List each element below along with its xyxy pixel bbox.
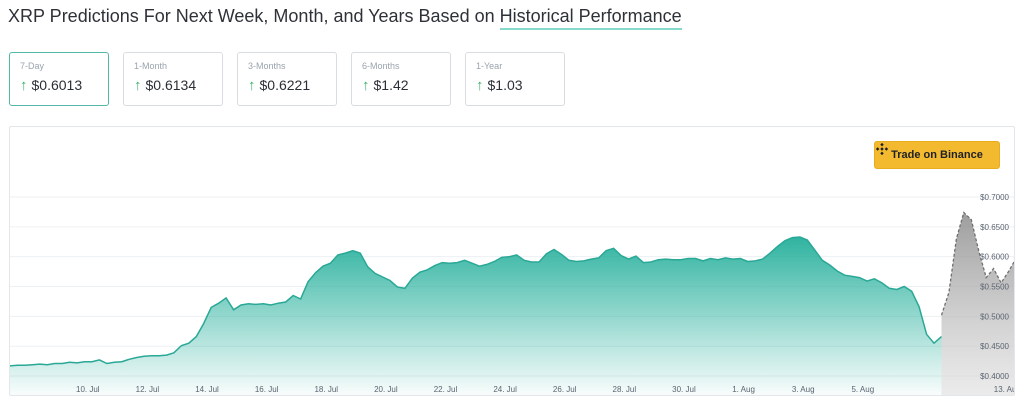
prediction-card-7day[interactable]: 7-Day ↑ $0.6013 xyxy=(9,52,109,106)
x-tick-label: 18. Jul xyxy=(314,385,338,394)
x-tick-label: 28. Jul xyxy=(613,385,637,394)
forecast-line xyxy=(940,211,1014,316)
card-value: $0.6013 xyxy=(31,77,83,93)
card-value-row: ↑ $0.6013 xyxy=(20,77,98,93)
card-value: $1.42 xyxy=(373,77,409,93)
heading-prefix: XRP Predictions For Next Week, Month, an… xyxy=(8,6,495,26)
up-arrow-icon: ↑ xyxy=(134,76,142,94)
x-tick-label: 22. Jul xyxy=(434,385,458,394)
y-tick-label: $0.6500 xyxy=(980,223,1009,232)
x-tick-label: 3. Aug xyxy=(792,385,815,394)
x-tick-label: 5. Aug xyxy=(851,385,874,394)
y-tick-label: $0.5000 xyxy=(980,312,1009,321)
heading-link[interactable]: Historical Performance xyxy=(499,6,682,30)
x-tick-label: 10. Jul xyxy=(76,385,100,394)
x-tick-label: 13. Aug xyxy=(994,385,1015,394)
trade-button-label: Trade on Binance xyxy=(891,149,983,161)
y-tick-label: $0.5500 xyxy=(980,283,1009,292)
price-chart-svg: $0.7000 $0.6500 $0.6000 $0.5500 $0.5000 $0.45… xyxy=(10,193,1015,395)
card-value-row: ↑ $0.6221 xyxy=(248,77,326,93)
card-value: $1.03 xyxy=(487,77,523,93)
up-arrow-icon: ↑ xyxy=(476,76,484,94)
history-area xyxy=(10,237,942,395)
card-value-row: ↑ $1.42 xyxy=(362,77,440,93)
card-value: $0.6134 xyxy=(145,77,197,93)
card-label: 1-Year xyxy=(476,61,503,71)
up-arrow-icon: ↑ xyxy=(248,76,256,94)
history-line xyxy=(10,236,942,367)
x-tick-label: 30. Jul xyxy=(672,385,696,394)
forecast-area xyxy=(941,212,1014,395)
price-chart[interactable]: $0.7000 $0.6500 $0.6000 $0.5500 $0.5000 $0.45… xyxy=(9,126,1015,396)
x-tick-label: 26. Jul xyxy=(553,385,577,394)
card-label: 6-Months xyxy=(362,61,400,71)
prediction-card-3months[interactable]: 3-Months ↑ $0.6221 xyxy=(237,52,337,106)
up-arrow-icon: ↑ xyxy=(362,76,370,94)
x-tick-label: 20. Jul xyxy=(374,385,398,394)
trade-on-binance-button[interactable]: Trade on Binance xyxy=(874,141,1000,169)
card-label: 7-Day xyxy=(20,61,45,71)
chart-x-axis: 10. Jul 12. Jul 14. Jul 16. Jul 18. Jul 20. J… xyxy=(76,385,1015,394)
chart-area-layer xyxy=(10,211,1014,395)
y-tick-label: $0.6000 xyxy=(980,253,1009,262)
prediction-card-1year[interactable]: 1-Year ↑ $1.03 xyxy=(465,52,565,106)
prediction-card-1month[interactable]: 1-Month ↑ $0.6134 xyxy=(123,52,223,106)
card-label: 1-Month xyxy=(134,61,168,71)
x-tick-label: 24. Jul xyxy=(493,385,517,394)
x-tick-label: 14. Jul xyxy=(195,385,219,394)
prediction-cards: 7-Day ↑ $0.6013 1-Month ↑ $0.6134 3-Mont… xyxy=(9,52,565,106)
y-tick-label: $0.4000 xyxy=(980,372,1009,381)
binance-logo-icon xyxy=(875,142,889,156)
up-arrow-icon: ↑ xyxy=(20,76,28,94)
prediction-card-6months[interactable]: 6-Months ↑ $1.42 xyxy=(351,52,451,106)
card-label: 3-Months xyxy=(248,61,286,71)
card-value-row: ↑ $1.03 xyxy=(476,77,554,93)
x-tick-label: 16. Jul xyxy=(255,385,279,394)
x-tick-label: 12. Jul xyxy=(136,385,160,394)
page-heading: XRP Predictions For Next Week, Month, an… xyxy=(8,6,682,30)
chart-y-axis: $0.7000 $0.6500 $0.6000 $0.5500 $0.5000 $0.45… xyxy=(980,193,1009,381)
x-tick-label: 1. Aug xyxy=(732,385,755,394)
y-tick-label: $0.7000 xyxy=(980,193,1009,202)
card-value: $0.6221 xyxy=(259,77,311,93)
card-value-row: ↑ $0.6134 xyxy=(134,77,212,93)
y-tick-label: $0.4500 xyxy=(980,342,1009,351)
